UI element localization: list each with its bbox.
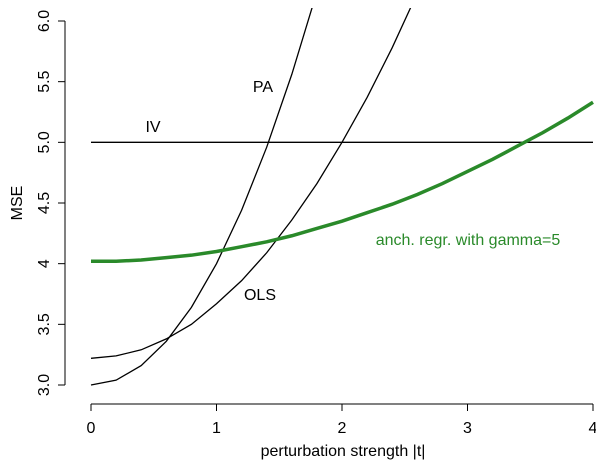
x-tick-label: 1 — [212, 420, 221, 437]
series-label: PA — [253, 79, 273, 96]
series-line — [91, 100, 594, 263]
series-line — [90, 8, 313, 386]
series-label: OLS — [244, 287, 276, 304]
series-label: anch. regr. with gamma=5 — [376, 232, 561, 249]
x-axis-label: perturbation strength |t| — [261, 443, 426, 460]
y-tick-label: 4.5 — [36, 192, 53, 214]
series-label: IV — [145, 119, 160, 136]
y-tick-label: 3.5 — [36, 313, 53, 335]
x-tick-label: 2 — [338, 420, 347, 437]
x-tick-label: 0 — [87, 420, 96, 437]
x-tick-label: 4 — [589, 420, 596, 437]
x-tick-label: 3 — [463, 420, 472, 437]
y-tick-label: 4 — [36, 259, 53, 268]
series-line — [90, 8, 412, 359]
plot-area — [90, 8, 594, 386]
y-axis-label: MSE — [9, 186, 26, 221]
y-tick-label: 5.0 — [36, 131, 53, 153]
y-tick-label: 5.5 — [36, 70, 53, 92]
y-tick-label: 3.0 — [36, 374, 53, 396]
y-tick-label: 6.0 — [36, 10, 53, 32]
